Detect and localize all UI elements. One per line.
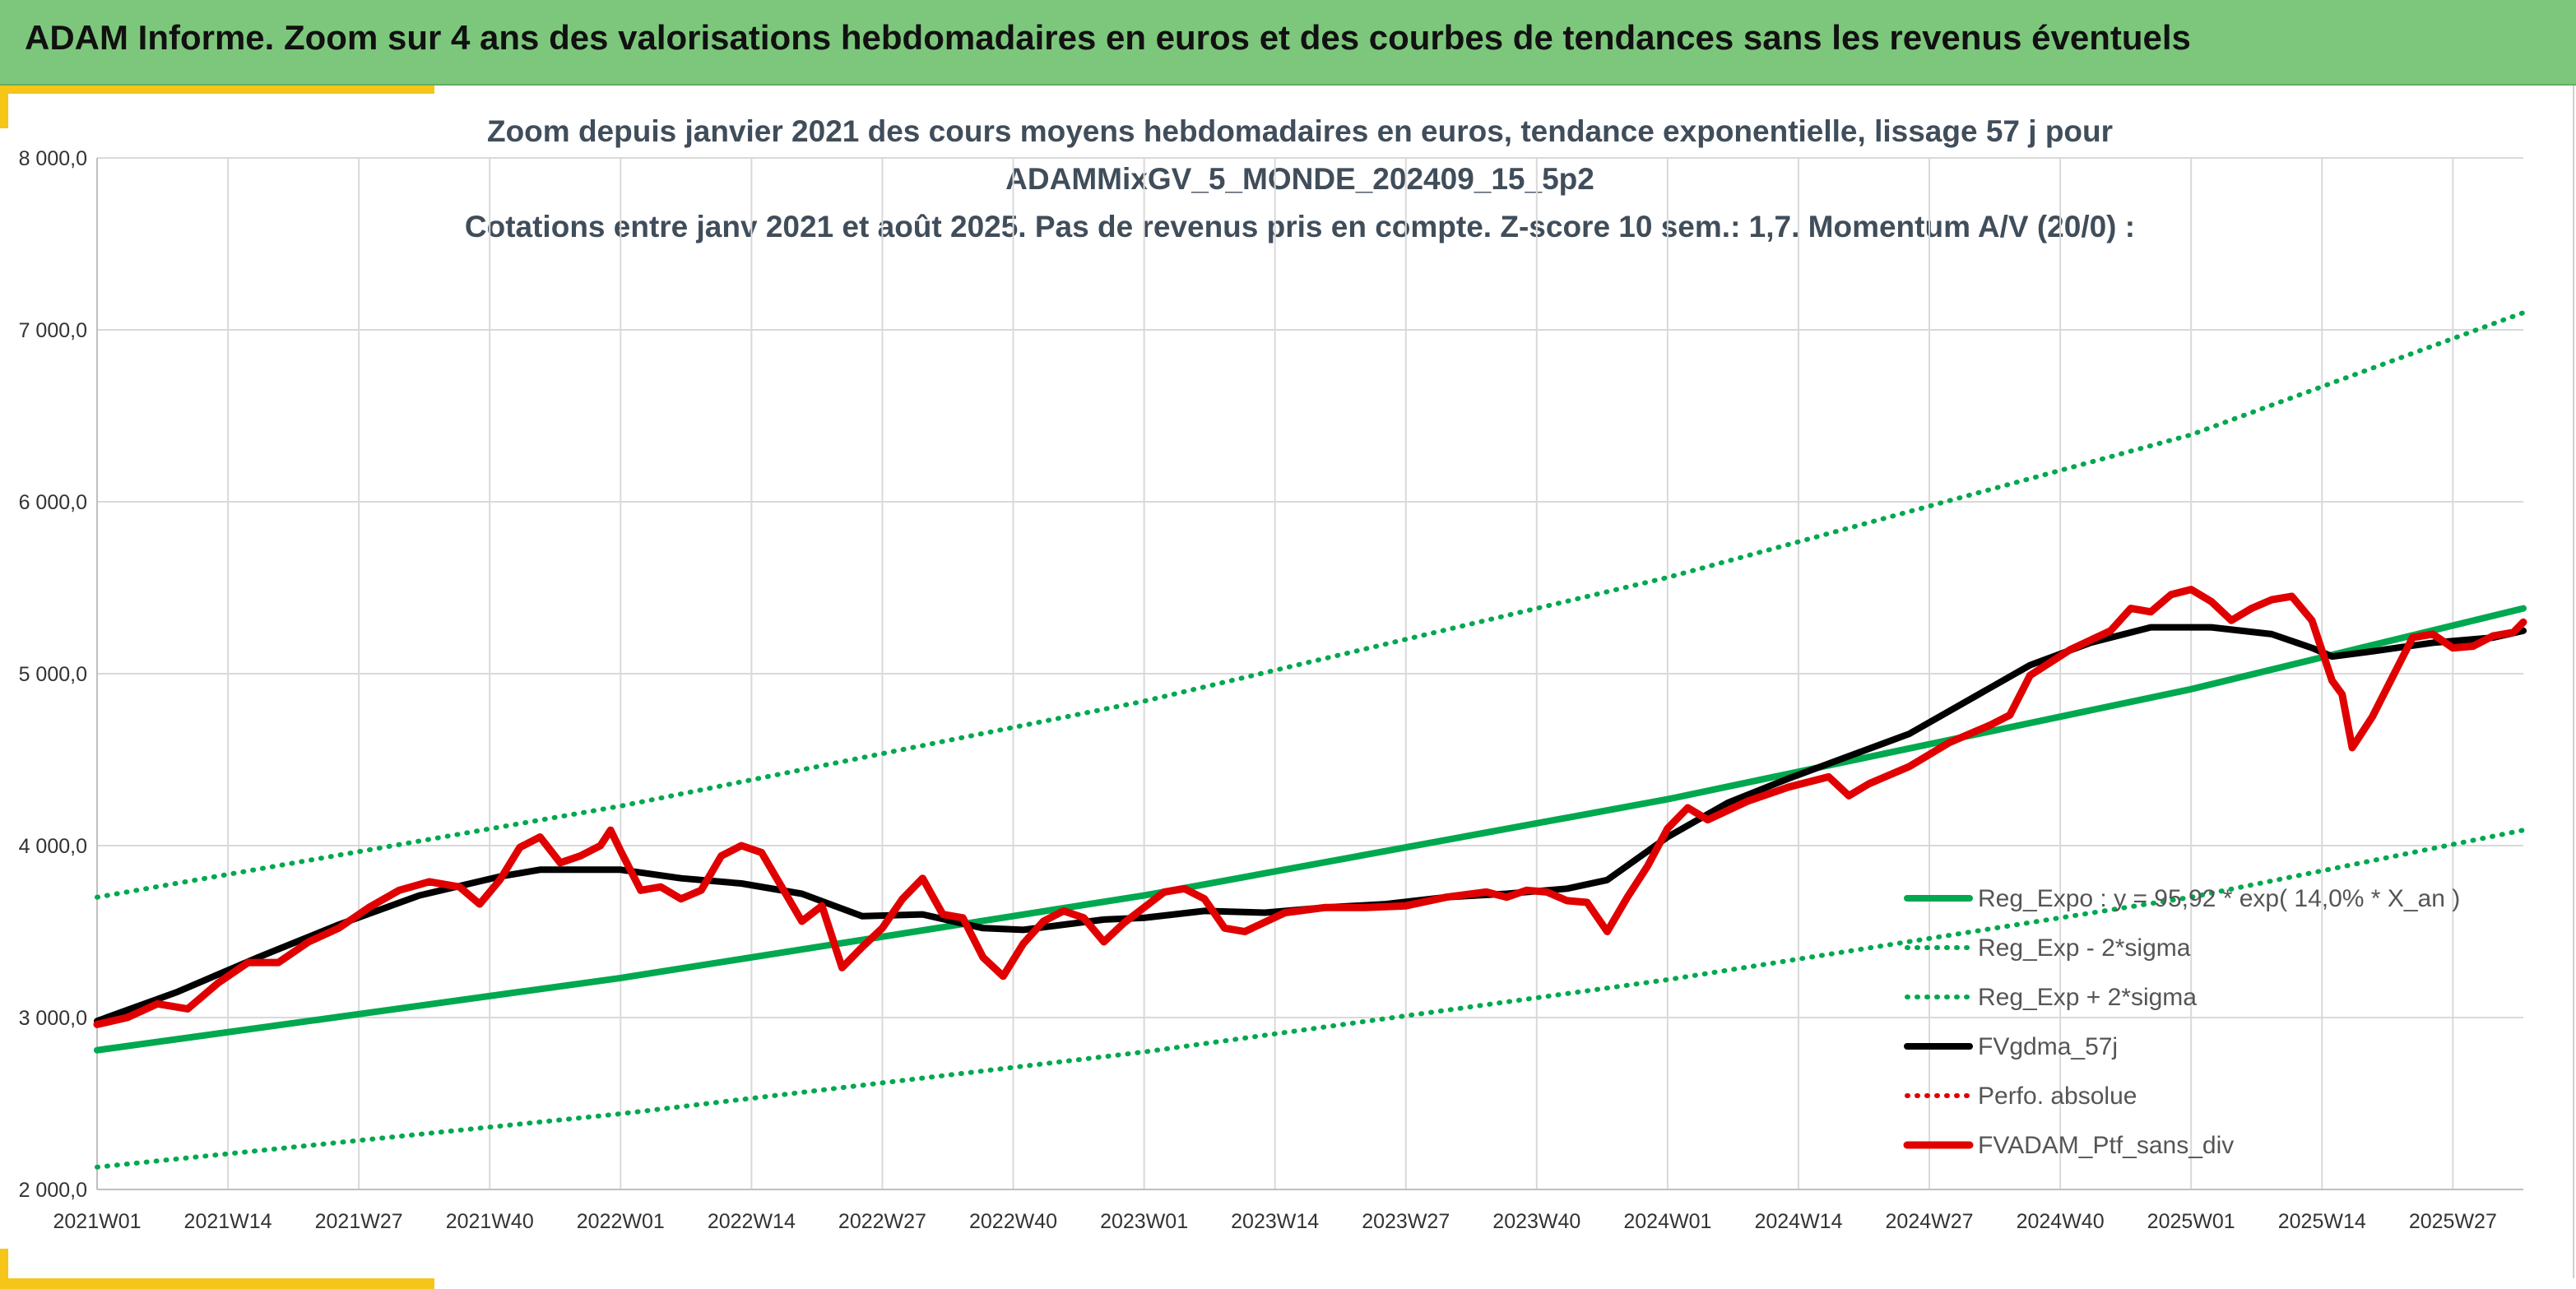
x-tick-label: 2021W14	[184, 1210, 272, 1233]
x-tick-label: 2021W27	[315, 1210, 403, 1233]
x-tick-label: 2025W01	[2147, 1210, 2235, 1233]
legend-label-3: FVgdma_57j	[1978, 1033, 2118, 1060]
x-tick-label: 2023W01	[1100, 1210, 1188, 1233]
legend-label-1: Reg_Exp - 2*sigma	[1978, 934, 2191, 962]
header-banner: ADAM Informe. Zoom sur 4 ans des valoris…	[0, 0, 2576, 86]
chart-title: Zoom depuis janvier 2021 des cours moyen…	[465, 114, 2135, 243]
x-tick-label: 2021W01	[53, 1210, 141, 1233]
x-tick-label: 2021W40	[446, 1210, 534, 1233]
x-tick-label: 2023W14	[1231, 1210, 1319, 1233]
x-tick-label: 2022W01	[577, 1210, 665, 1233]
accent-bar-left	[0, 86, 8, 128]
legend-label-4: Perfo. absolue	[1978, 1083, 2137, 1110]
x-tick-label: 2022W40	[969, 1210, 1057, 1233]
accent-bar-top	[0, 86, 434, 94]
y-tick-label: 5 000,0	[19, 663, 87, 686]
legend-label-2: Reg_Exp + 2*sigma	[1978, 984, 2197, 1011]
axis-labels: 2 000,0 3 000,0 4 000,0 5 000,0 6 000,0 7 000…	[19, 147, 2497, 1233]
x-tick-label: 2024W14	[1754, 1210, 1842, 1233]
y-tick-label: 6 000,0	[19, 491, 87, 514]
x-tick-label: 2024W01	[1623, 1210, 1711, 1233]
chart-grid	[96, 157, 2523, 1190]
chart-frame	[8, 86, 2574, 1278]
series-layer	[93, 310, 2527, 1170]
series-line-3	[94, 624, 2527, 1025]
legend-label-5: FVADAM_Ptf_sans_div	[1978, 1132, 2234, 1159]
series-line-0	[94, 605, 2527, 1054]
y-tick-label: 7 000,0	[19, 319, 87, 342]
x-tick-label: 2023W40	[1492, 1210, 1580, 1233]
y-tick-label: 2 000,0	[19, 1179, 87, 1202]
banner-title: ADAM Informe. Zoom sur 4 ans des valoris…	[25, 18, 2191, 57]
x-tick-label: 2022W14	[708, 1210, 796, 1233]
x-tick-label: 2024W27	[1886, 1210, 1974, 1233]
x-tick-label: 2025W14	[2278, 1210, 2366, 1233]
x-tick-label: 2024W40	[2017, 1210, 2105, 1233]
y-tick-label: 8 000,0	[19, 147, 87, 170]
accent-bar-bottom-left	[0, 1249, 8, 1278]
legend: Reg_Expo : y = 95,92 * exp( 14,0% * X_an…	[1903, 885, 2460, 1159]
series-line-5	[93, 586, 2527, 1028]
x-tick-label: 2023W27	[1362, 1210, 1450, 1233]
y-tick-label: 3 000,0	[19, 1007, 87, 1030]
y-tick-label: 4 000,0	[19, 835, 87, 858]
chart-title-line-2: ADAMMixGV_5_MONDE_202409_15_5p2	[1005, 162, 1594, 196]
legend-label-0: Reg_Expo : y = 95,92 * exp( 14,0% * X_an…	[1978, 885, 2460, 912]
series-line-2	[95, 310, 2526, 900]
x-tick-label: 2022W27	[838, 1210, 926, 1233]
chart-title-line-3: Cotations entre janv 2021 et août 2025. …	[465, 210, 2135, 243]
x-tick-label: 2025W27	[2409, 1210, 2497, 1233]
accent-bar-bottom	[0, 1278, 434, 1289]
chart-title-line-1: Zoom depuis janvier 2021 des cours moyen…	[487, 114, 2113, 148]
